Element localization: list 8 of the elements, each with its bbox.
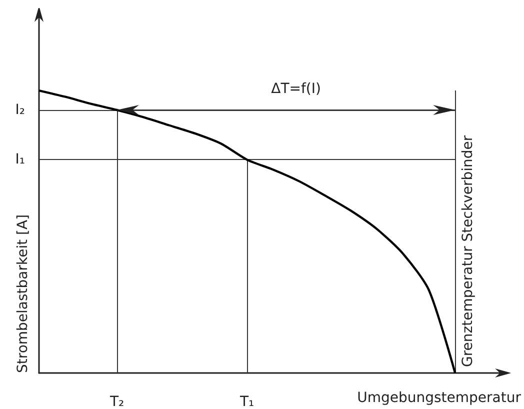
- ref-line-label: I₁: [15, 152, 25, 168]
- ref-line-label: I₂: [15, 102, 25, 118]
- annotation: Grenztemperatur Steckverbinder: [460, 135, 476, 367]
- x-tick-label: T₂: [108, 394, 124, 409]
- annotation: ΔT=f(I): [271, 81, 321, 97]
- x-axis-title: Umgebungstemperatur: [357, 390, 522, 406]
- y-axis-title: Strombelastbarkeit [A]: [15, 214, 31, 373]
- x-tick-label: T₁: [238, 394, 254, 409]
